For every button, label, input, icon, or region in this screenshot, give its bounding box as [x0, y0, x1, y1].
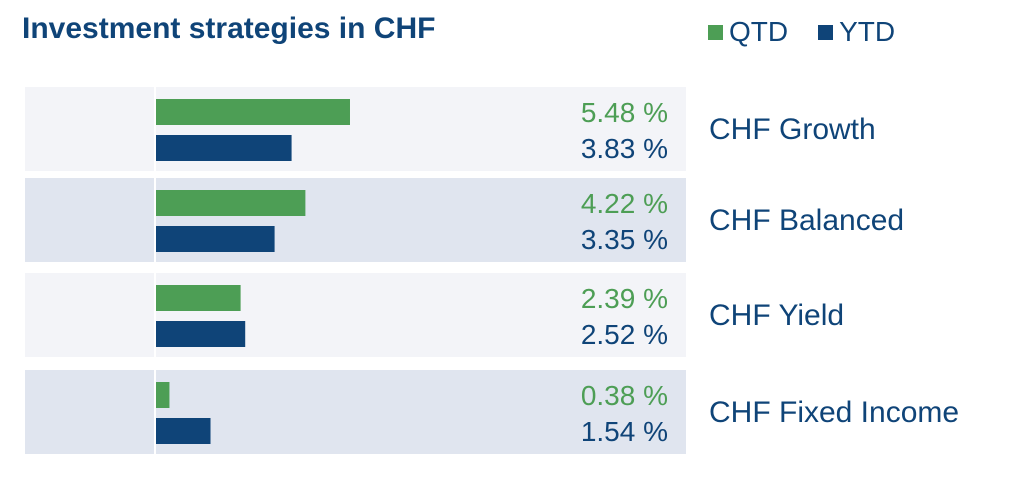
category-label-chf-fixed-income: CHF Fixed Income [709, 396, 959, 429]
bar-ytd-chf-balanced [156, 226, 275, 252]
bar-qtd-chf-balanced [156, 190, 306, 216]
legend: QTD YTD [708, 16, 895, 48]
value-label-ytd-chf-growth: 3.83 % [581, 133, 668, 164]
value-label-ytd-chf-yield: 2.52 % [581, 319, 668, 350]
value-label-qtd-chf-yield: 2.39 % [581, 283, 668, 314]
bar-ytd-chf-yield [156, 321, 246, 347]
chart-title: Investment strategies in CHF [22, 12, 436, 45]
bar-qtd-chf-growth [156, 99, 350, 125]
legend-swatch-ytd [818, 24, 834, 40]
category-label-chf-growth: CHF Growth [709, 113, 876, 146]
legend-swatch-qtd [708, 24, 723, 40]
row-background-chf-fixed-income [25, 370, 686, 454]
bar-ytd-chf-fixed-income [156, 418, 211, 444]
category-label-chf-yield: CHF Yield [709, 299, 844, 332]
value-label-qtd-chf-balanced: 4.22 % [581, 188, 668, 219]
bar-qtd-chf-yield [156, 285, 241, 311]
bar-ytd-chf-growth [156, 135, 292, 161]
category-label-chf-balanced: CHF Balanced [709, 204, 904, 237]
row-background-chf-balanced [25, 178, 686, 262]
legend-label-qtd: QTD [729, 16, 789, 47]
value-label-ytd-chf-fixed-income: 1.54 % [581, 416, 668, 447]
value-label-qtd-chf-fixed-income: 0.38 % [581, 380, 668, 411]
row-background-chf-growth [25, 87, 686, 171]
legend-label-ytd: YTD [839, 16, 896, 47]
value-label-ytd-chf-balanced: 3.35 % [581, 224, 668, 255]
value-label-qtd-chf-growth: 5.48 % [581, 97, 668, 128]
legend-item-qtd: QTD [708, 16, 788, 48]
bar-qtd-chf-fixed-income [156, 382, 170, 408]
row-background-chf-yield [25, 273, 686, 357]
legend-item-ytd: YTD [818, 16, 895, 48]
